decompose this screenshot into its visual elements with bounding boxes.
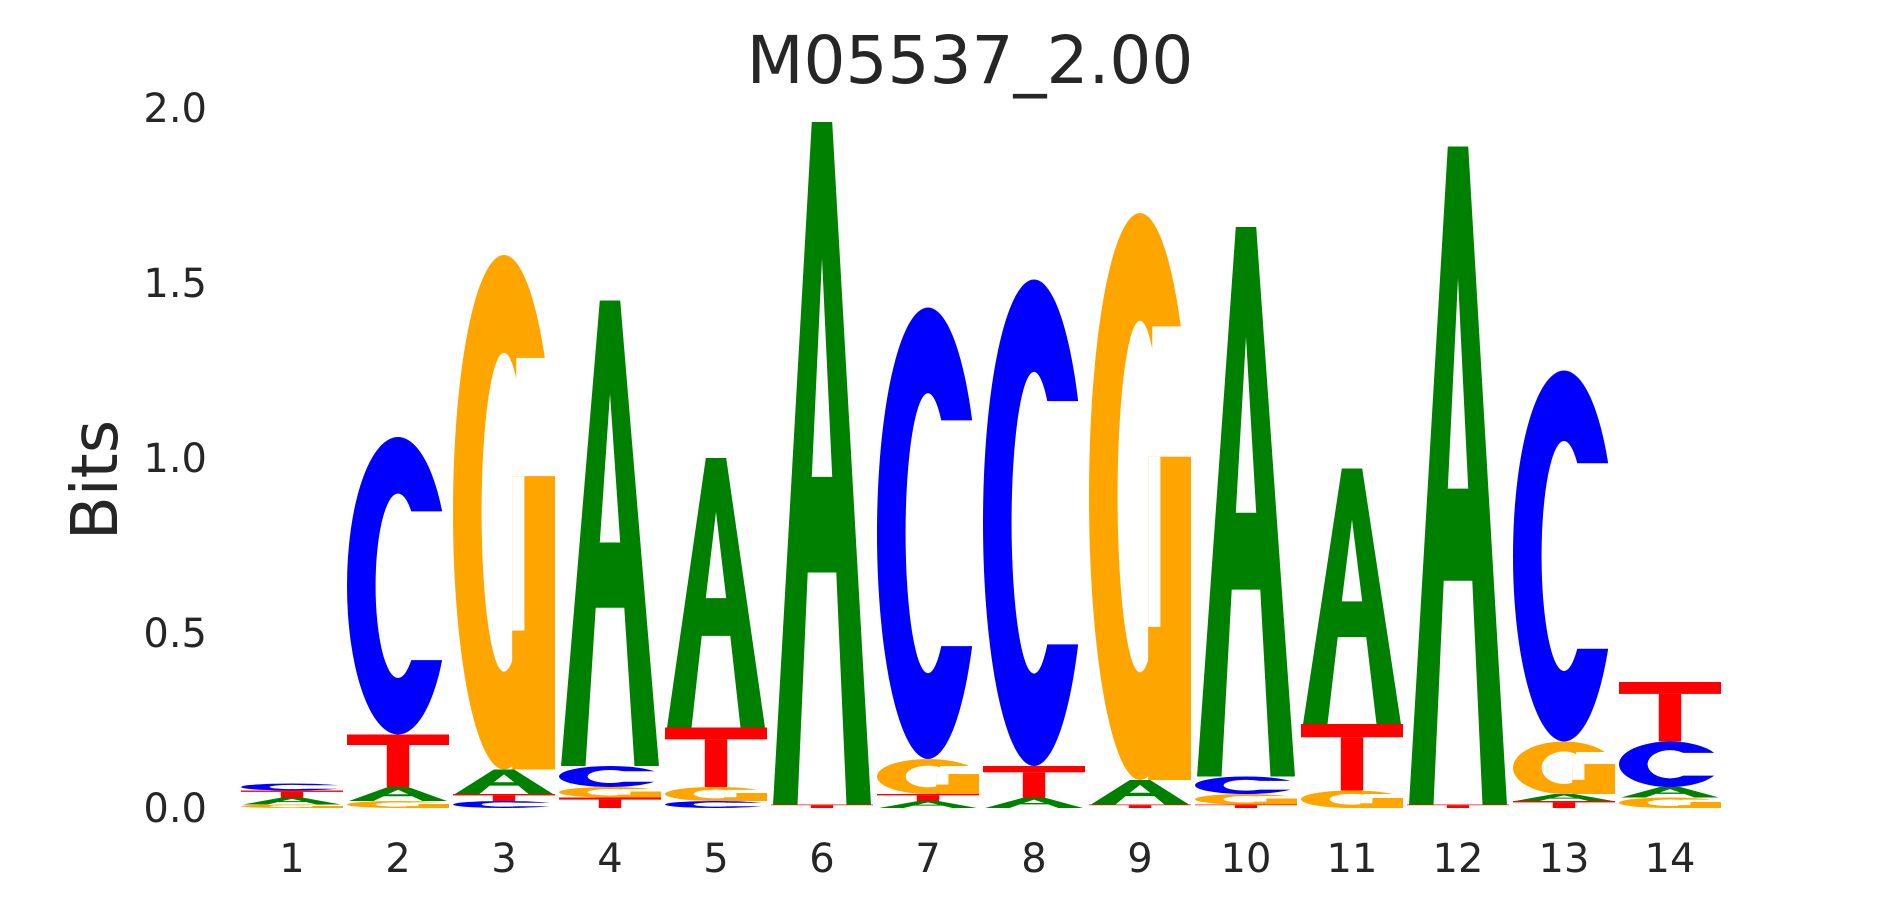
letter-stack <box>559 300 666 808</box>
chart-title: M05537_2.00 <box>747 22 1194 99</box>
letter-stack <box>1195 227 1302 808</box>
letter-a <box>879 801 977 808</box>
letter-a <box>1409 146 1507 805</box>
letter-c <box>1619 741 1726 787</box>
x-tick-label: 5 <box>703 836 728 882</box>
letter-c <box>347 437 454 735</box>
letter-a <box>773 122 871 805</box>
letter-g <box>1195 794 1302 805</box>
letter-a <box>1197 227 1295 777</box>
letter-g <box>241 804 348 808</box>
letter-t <box>1195 804 1297 808</box>
letter-g <box>877 759 984 794</box>
letter-t <box>877 794 979 801</box>
y-tick-label: 1.5 <box>143 261 207 307</box>
x-tick-label: 12 <box>1433 836 1484 882</box>
letter-stack <box>983 279 1090 808</box>
x-tick-label: 14 <box>1645 836 1696 882</box>
letter-t <box>1301 724 1403 791</box>
letter-stack <box>1089 213 1196 808</box>
x-tick-label: 6 <box>809 836 834 882</box>
x-tick-label: 11 <box>1327 836 1378 882</box>
letter-stack <box>1407 146 1509 808</box>
letter-a <box>985 797 1083 808</box>
x-tick-label: 10 <box>1221 836 1272 882</box>
x-tick-label: 1 <box>279 836 304 882</box>
letter-t <box>665 727 767 787</box>
x-tick-label: 3 <box>491 836 516 882</box>
x-tick-label: 8 <box>1021 836 1046 882</box>
y-tick-label: 0.5 <box>143 611 207 657</box>
letter-t <box>347 734 449 787</box>
x-tick-label: 7 <box>915 836 940 882</box>
letter-g <box>453 255 560 770</box>
letter-g <box>1619 797 1726 808</box>
letter-g <box>559 787 666 798</box>
letter-t <box>1407 804 1509 808</box>
letter-g <box>1301 790 1408 808</box>
letter-c <box>241 783 348 791</box>
letter-a <box>349 787 447 801</box>
letter-a <box>455 769 553 794</box>
letter-t <box>1513 801 1615 808</box>
letter-stack <box>1619 682 1726 808</box>
letter-a <box>1303 468 1401 724</box>
letter-a <box>1091 780 1189 805</box>
letter-a <box>243 797 341 805</box>
x-tick-label: 9 <box>1127 836 1152 882</box>
letter-stack <box>665 458 772 808</box>
letter-t <box>241 790 343 798</box>
x-tick-label: 4 <box>597 836 622 882</box>
letter-g <box>347 801 454 808</box>
letter-c <box>877 307 984 759</box>
x-axis-ticks: 1 2 3 4 5 6 7 8 9 10 11 12 13 14 <box>279 836 1695 882</box>
letter-c <box>1513 370 1620 742</box>
letter-a <box>561 300 659 766</box>
y-axis-label: Bits <box>59 420 133 540</box>
letter-a <box>1515 794 1613 801</box>
letter-g <box>665 787 772 801</box>
letter-stack <box>877 307 984 808</box>
letter-stack <box>1513 370 1620 808</box>
letter-g <box>1513 741 1620 794</box>
x-tick-label: 13 <box>1539 836 1590 882</box>
y-axis-ticks: 0.0 0.5 1.0 1.5 2.0 <box>143 86 207 832</box>
x-tick-label: 2 <box>385 836 410 882</box>
letter-a <box>1621 787 1719 798</box>
letter-stack <box>1301 468 1408 808</box>
letter-stack <box>347 437 454 808</box>
y-tick-label: 2.0 <box>143 86 207 132</box>
letter-t <box>1619 682 1721 742</box>
letter-stack <box>241 783 348 808</box>
letter-g <box>1089 213 1196 780</box>
y-tick-label: 0.0 <box>143 786 207 832</box>
letter-stacks <box>241 122 1726 808</box>
letter-c <box>453 801 560 808</box>
letter-t <box>453 794 555 801</box>
y-tick-label: 1.0 <box>143 436 207 482</box>
letter-c <box>665 801 772 808</box>
letter-c <box>559 766 666 787</box>
letter-t <box>1089 804 1191 808</box>
letter-c <box>1195 776 1302 794</box>
letter-a <box>667 458 765 728</box>
letter-c <box>983 279 1090 766</box>
letter-t <box>771 804 873 808</box>
letter-t <box>559 797 661 808</box>
letter-stack <box>453 255 560 808</box>
letter-t <box>983 766 1085 798</box>
letter-stack <box>771 122 873 808</box>
